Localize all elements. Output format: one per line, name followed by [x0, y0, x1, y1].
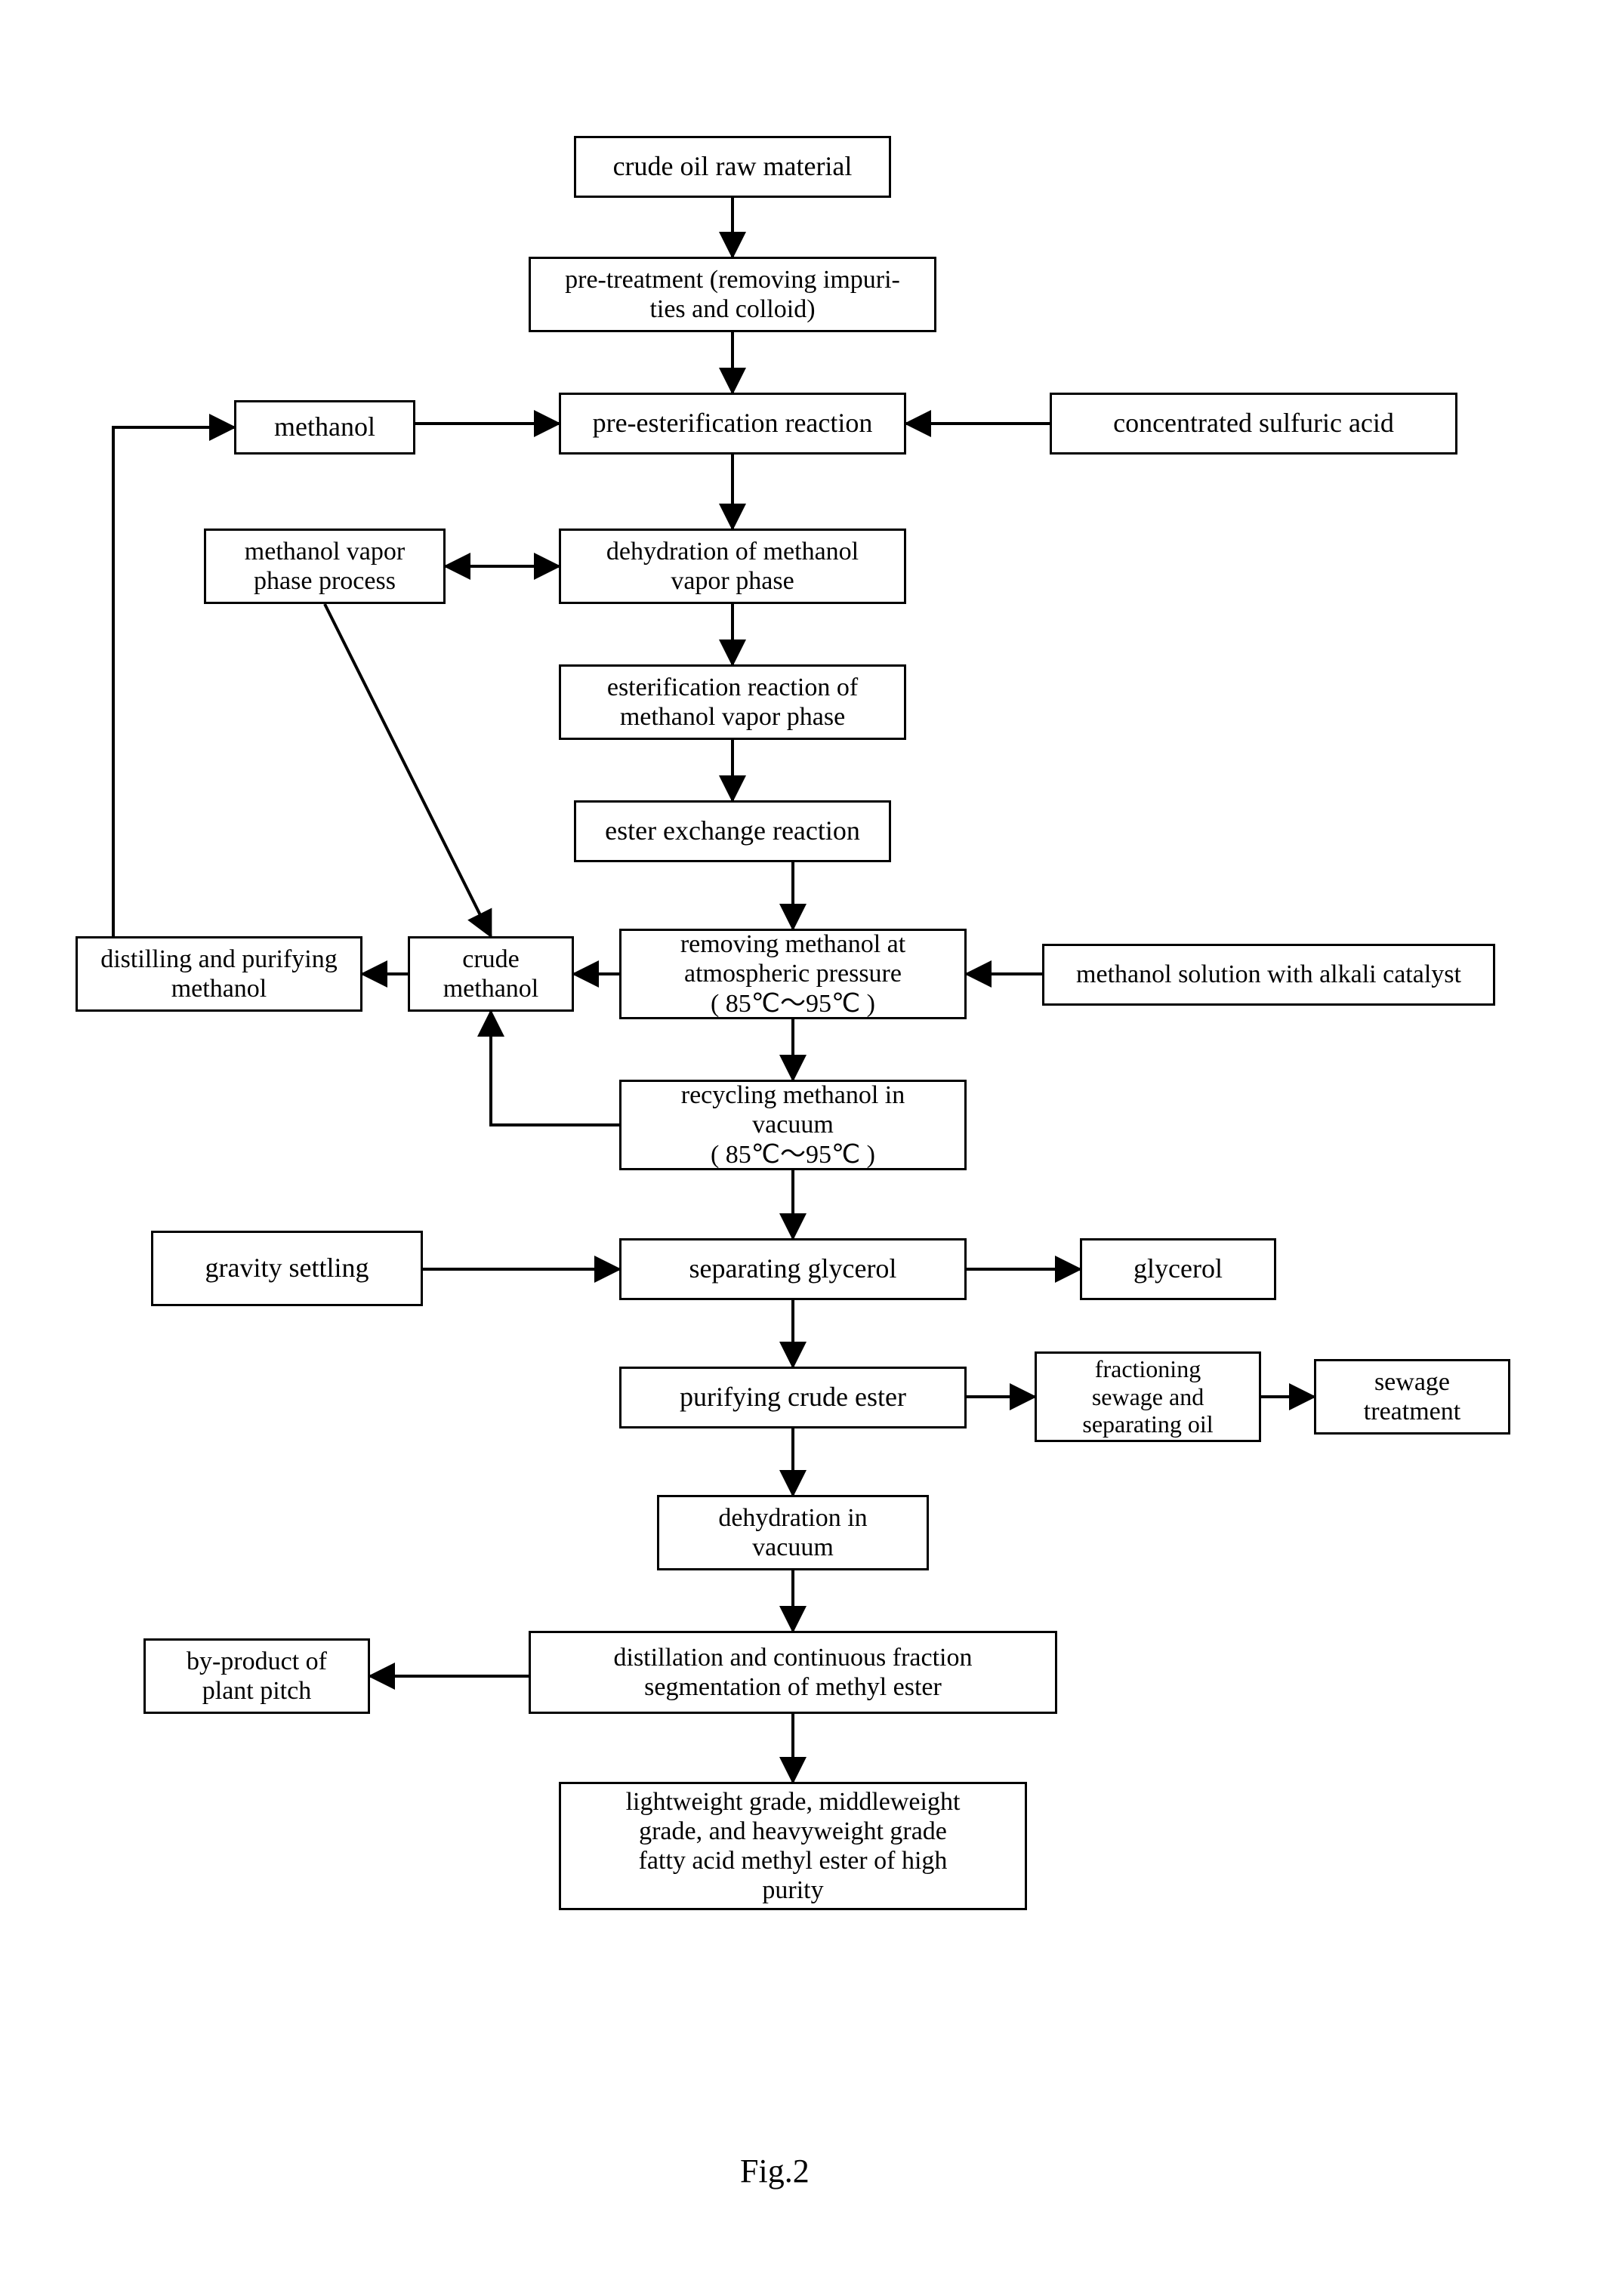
node-dehyd_vac: dehydration invacuum: [657, 1495, 929, 1570]
node-gravity: gravity settling: [151, 1231, 423, 1306]
node-plant_pitch: by-product ofplant pitch: [143, 1638, 370, 1714]
node-pretreat: pre-treatment (removing impuri-ties and …: [529, 257, 936, 332]
node-distill_meoh: distilling and purifyingmethanol: [76, 936, 362, 1012]
node-methanol: methanol: [234, 400, 415, 455]
node-final: lightweight grade, middleweightgrade, an…: [559, 1782, 1027, 1910]
node-purify_ester: purifying crude ester: [619, 1367, 967, 1428]
node-remove_meoh: removing methanol atatmospheric pressure…: [619, 929, 967, 1019]
node-alkali: methanol solution with alkali catalyst: [1042, 944, 1495, 1006]
node-fraction_sewage: fractioningsewage andseparating oil: [1035, 1351, 1261, 1442]
node-sep_gly: separating glycerol: [619, 1238, 967, 1300]
node-dehyd_meoh: dehydration of methanolvapor phase: [559, 529, 906, 604]
node-crude_oil: crude oil raw material: [574, 136, 891, 198]
node-distill_me_ester: distillation and continuous fractionsegm…: [529, 1631, 1057, 1714]
node-glycerol: glycerol: [1080, 1238, 1276, 1300]
node-meoh_phase: methanol vaporphase process: [204, 529, 446, 604]
figure-caption: Fig.2: [740, 2152, 810, 2190]
node-sewage: sewagetreatment: [1314, 1359, 1510, 1435]
node-est_meoh: esterification reaction ofmethanol vapor…: [559, 664, 906, 740]
node-recycle_meoh: recycling methanol invacuum( 85℃～95℃ ): [619, 1080, 967, 1170]
node-pre_est: pre-esterification reaction: [559, 393, 906, 455]
node-crude_meoh: crudemethanol: [408, 936, 574, 1012]
flowchart-canvas: crude oil raw material pre-treatment (rem…: [0, 0, 1610, 2296]
node-ester_exchange: ester exchange reaction: [574, 800, 891, 862]
node-conc_h2so4: concentrated sulfuric acid: [1050, 393, 1457, 455]
